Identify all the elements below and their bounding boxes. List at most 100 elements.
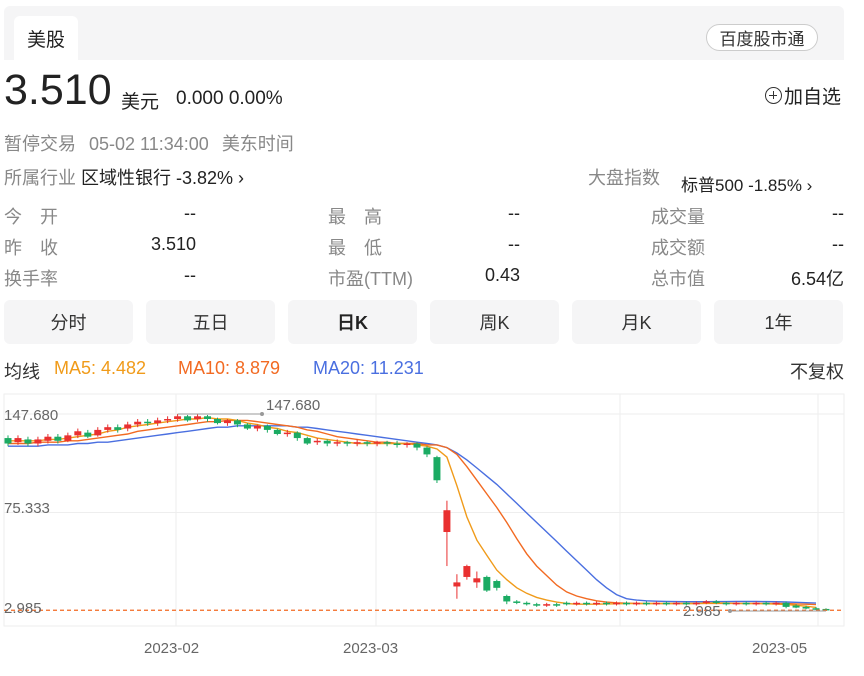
tab-one-year[interactable]: 1年 xyxy=(714,300,843,344)
stat-label: 市盈(TTM) xyxy=(328,269,413,289)
candle-down xyxy=(742,602,750,605)
candle-down xyxy=(603,602,611,605)
stat-value: -- xyxy=(184,265,196,285)
tab-bar xyxy=(4,6,844,60)
candle-up xyxy=(44,436,52,441)
stat-open: 今 开 -- xyxy=(4,203,196,227)
top-bar: 美股 百度股市通 xyxy=(0,0,864,60)
candle-up xyxy=(194,416,202,420)
stat-value: -- xyxy=(832,203,844,223)
price-change: 0.000 0.00% xyxy=(176,88,283,109)
candle-down xyxy=(792,605,800,608)
tab-daily-k[interactable]: 日K xyxy=(288,300,417,344)
candle-up xyxy=(74,431,82,436)
market-index-value[interactable]: 标普500 -1.85% › xyxy=(681,176,813,195)
candle-up xyxy=(134,421,142,425)
candle-up xyxy=(154,420,162,424)
candle-up xyxy=(543,604,551,606)
chart-grid xyxy=(3,393,845,627)
stat-value: -- xyxy=(508,203,520,223)
candle-down xyxy=(4,438,12,444)
trading-state: 暂停交易 xyxy=(4,134,76,154)
y-tick-label: 147.680 xyxy=(4,407,58,424)
add-watchlist-button[interactable]: 加自选 xyxy=(765,82,841,109)
candle-down xyxy=(363,442,371,444)
candle-up xyxy=(104,427,112,430)
stat-label: 昨 收 xyxy=(4,238,58,258)
stat-value: -- xyxy=(184,203,196,223)
candle-down xyxy=(642,602,650,605)
candle-up xyxy=(94,429,102,436)
tab-monthly-k[interactable]: 月K xyxy=(572,300,701,344)
candle-up xyxy=(373,442,381,444)
candle-down xyxy=(483,576,491,591)
chart-overlays xyxy=(4,412,844,613)
candle-down xyxy=(583,602,591,605)
candle-up xyxy=(313,440,321,443)
candle-up xyxy=(164,419,172,421)
stat-value: -- xyxy=(508,234,520,254)
candle-down xyxy=(293,432,301,439)
market-index-label: 大盘指数 xyxy=(588,168,660,188)
candles xyxy=(4,414,830,611)
candle-up xyxy=(632,602,640,605)
trading-time: 05-02 11:34:00 xyxy=(89,134,209,154)
industry-value[interactable]: 区域性银行 -3.82% › xyxy=(81,168,245,188)
candle-down xyxy=(553,604,561,606)
x-tick-label: 2023-05 xyxy=(752,640,807,657)
tab-weekly-k[interactable]: 周K xyxy=(430,300,559,344)
candle-down xyxy=(114,427,122,430)
candle-up xyxy=(443,510,451,533)
candle-down xyxy=(303,438,311,444)
candle-down xyxy=(393,443,401,446)
ma20-line xyxy=(8,425,817,604)
stat-turnover-rate: 换手率 -- xyxy=(4,265,196,289)
candle-down xyxy=(213,419,221,424)
candle-down xyxy=(563,602,571,605)
tab-intraday[interactable]: 分时 xyxy=(4,300,133,344)
ma-label: 均线 xyxy=(4,362,40,382)
candle-down xyxy=(812,608,820,610)
candle-up xyxy=(403,443,411,446)
candle-down xyxy=(433,457,441,481)
candle-down xyxy=(84,432,92,437)
moving-average-legend: 均线 MA5: 4.482 MA10: 8.879 MA20: 11.231 不… xyxy=(4,358,844,382)
platform-link-button[interactable]: 百度股市通 xyxy=(706,24,818,51)
candle-up xyxy=(333,442,341,444)
candle-up xyxy=(593,602,601,605)
x-tick-label: 2023-02 xyxy=(144,640,199,657)
stat-label: 总市值 xyxy=(651,269,705,289)
stat-value: 6.54亿 xyxy=(790,269,844,289)
candle-down xyxy=(762,602,770,605)
price-adjust-toggle[interactable]: 不复权 xyxy=(790,362,844,382)
stat-prev-close: 昨 收 3.510 xyxy=(4,234,196,258)
candle-down xyxy=(622,602,630,605)
tab-us-stocks[interactable]: 美股 xyxy=(14,16,78,60)
candle-up xyxy=(692,602,700,605)
y-tick-label: 2.985 xyxy=(4,600,42,617)
industry-label: 所属行业 xyxy=(4,168,76,188)
stat-label: 最 低 xyxy=(328,238,382,258)
x-tick-label: 2023-03 xyxy=(343,640,398,657)
candlestick-chart[interactable]: 147.680 75.333 2.985 2023-02 2023-03 202… xyxy=(0,392,864,676)
trading-status: 暂停交易 05-02 11:34:00 美东时间 xyxy=(4,130,302,156)
candle-up xyxy=(64,435,72,441)
candle-up xyxy=(124,424,132,429)
chart-frame xyxy=(3,393,845,627)
tab-five-day[interactable]: 五日 xyxy=(146,300,275,344)
stat-volume: 成交量 -- xyxy=(651,203,844,227)
candle-up xyxy=(463,566,471,577)
stat-label: 换手率 xyxy=(4,269,58,289)
candle-down xyxy=(423,447,431,455)
candle-down xyxy=(413,443,421,448)
candle-up xyxy=(353,442,361,444)
candle-up xyxy=(613,602,621,605)
candle-down xyxy=(533,604,541,606)
stat-label: 今 开 xyxy=(4,207,58,227)
candle-down xyxy=(662,602,670,605)
candle-down xyxy=(722,602,730,605)
candle-up xyxy=(253,425,261,429)
industry-row[interactable]: 所属行业 区域性银行 -3.82% › xyxy=(4,164,244,190)
y-tick-label: 75.333 xyxy=(4,500,50,517)
candle-down xyxy=(712,601,720,603)
